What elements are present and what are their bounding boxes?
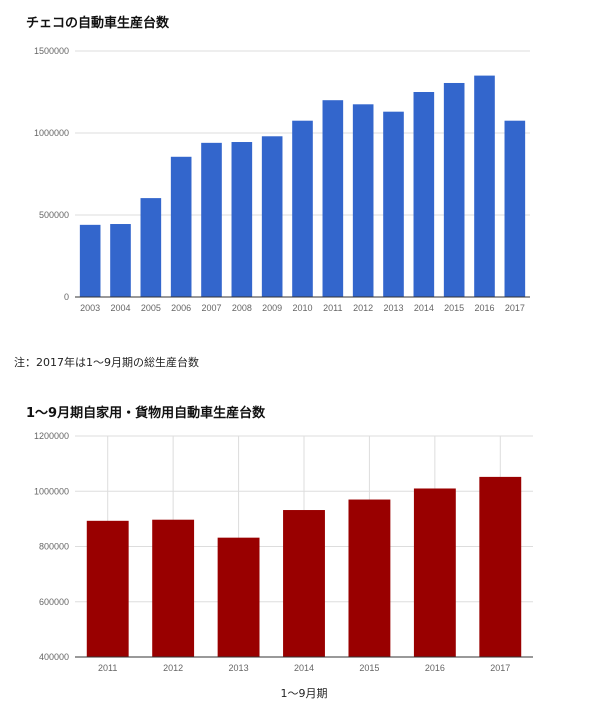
chart1-x-tick-label: 2016 xyxy=(474,303,494,313)
chart1-bar xyxy=(504,120,526,297)
chart1-bar xyxy=(231,142,253,297)
chart1-x-tick-label: 2013 xyxy=(383,303,403,313)
chart1-bar xyxy=(413,92,435,297)
chart2-y-tick-label: 800000 xyxy=(39,542,69,552)
chart1-bar xyxy=(140,198,162,297)
chart1-bar xyxy=(292,120,313,297)
chart1-x-tick-label: 2005 xyxy=(141,303,161,313)
chart1-y-tick-label: 500000 xyxy=(39,210,69,220)
chart1-bar xyxy=(443,82,465,297)
chart1-bar xyxy=(383,111,404,298)
chart2-x-tick-label: 2013 xyxy=(229,663,249,673)
chart2-x-tick-label: 2014 xyxy=(294,663,314,673)
chart1-bar xyxy=(170,156,192,297)
chart1-y-tick-label: 1500000 xyxy=(34,46,69,56)
chart1-bar xyxy=(261,136,283,297)
chart2-bar xyxy=(413,488,456,657)
chart2-bar xyxy=(283,510,325,657)
chart2-x-axis-label: 1～9月期 xyxy=(281,687,328,700)
chart1-y-tick-label: 1000000 xyxy=(34,128,69,138)
chart1-x-tick-label: 2011 xyxy=(323,303,342,313)
chart1-x-tick-label: 2004 xyxy=(110,303,130,313)
chart1-x-tick-label: 2015 xyxy=(444,303,464,313)
chart1-bar xyxy=(474,75,495,297)
chart1-x-tick-label: 2014 xyxy=(414,303,434,313)
chart1-x-tick-label: 2010 xyxy=(292,303,312,313)
chart1-bar xyxy=(352,104,374,297)
chart1-bar xyxy=(322,100,344,297)
chart2-bar xyxy=(348,499,391,657)
chart2-x-tick-label: 2012 xyxy=(163,663,183,673)
jan-sep-production-bar-chart: 400000 600000 800000 1000000 1200000 2011 2012… xyxy=(34,431,533,700)
chart1-x-tick-label: 2012 xyxy=(353,303,373,313)
chart2-y-tick-label: 1000000 xyxy=(34,486,69,496)
chart1-x-tick-label: 2006 xyxy=(171,303,191,313)
chart1-x-tick-label: 2003 xyxy=(80,303,100,313)
chart2-bar xyxy=(479,476,522,657)
chart2-bar xyxy=(86,520,129,657)
chart2-y-tick-label: 1200000 xyxy=(34,431,69,441)
chart1-title: チェコの自動車生産台数 xyxy=(26,16,170,31)
chart1-note: 注：2017年は1～9月期の総生産台数 xyxy=(14,356,199,369)
chart2-x-tick-label: 2015 xyxy=(359,663,379,673)
chart1-x-tick-label: 2008 xyxy=(232,303,252,313)
chart1-bar xyxy=(79,224,101,297)
chart2-title: 1～9月期自家用・貨物用自動車生産台数 xyxy=(26,406,266,421)
chart2-x-tick-label: 2016 xyxy=(425,663,445,673)
chart1-x-tick-label: 2007 xyxy=(201,303,221,313)
chart2-x-tick-label: 2011 xyxy=(98,663,117,673)
chart2-x-tick-label: 2017 xyxy=(490,663,510,673)
chart2-bar xyxy=(152,519,195,657)
production-bar-chart: 0 500000 1000000 1500000 2003 2004 2005 2006 200… xyxy=(34,46,530,313)
chart1-x-tick-label: 2009 xyxy=(262,303,282,313)
chart1-x-tick-label: 2017 xyxy=(505,303,525,313)
chart1-bar xyxy=(110,224,131,297)
chart1-y-tick-label: 0 xyxy=(64,292,69,302)
chart2-y-tick-label: 600000 xyxy=(39,597,69,607)
chart2-y-tick-label: 400000 xyxy=(39,652,69,662)
chart1-bar xyxy=(201,142,222,297)
chart2-bar xyxy=(217,537,260,657)
